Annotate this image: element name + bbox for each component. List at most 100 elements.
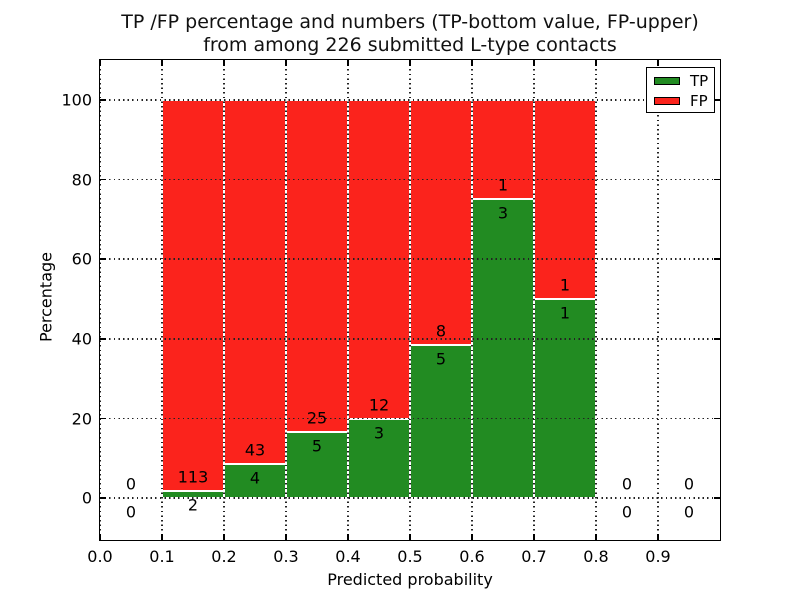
chart-title: TP /FP percentage and numbers (TP-bottom… [100,11,720,57]
legend: TP FP [646,67,715,113]
fp-count-label: 43 [244,440,266,460]
x-tick-label: 0.4 [335,547,361,566]
tp-count-label: 4 [249,468,261,488]
x-tick-label: 0.8 [583,547,609,566]
x-tick-mark-top [471,60,473,66]
y-tick-mark-right [714,258,720,260]
y-tick-mark-right [714,417,720,420]
gridline-horizontal [100,417,720,420]
bar-tp [472,199,534,499]
tp-count-label: 0 [621,502,633,522]
chart-title-line1: TP /FP percentage and numbers (TP-bottom… [121,11,699,33]
legend-swatch-fp [654,97,680,105]
legend-item-tp: TP [654,71,714,91]
tp-count-label: 0 [683,502,695,522]
y-tick-label: 100 [61,90,92,110]
chart-title-line2: from among 226 submitted L-type contacts [203,34,617,56]
tp-count-label: 5 [311,436,323,456]
x-tick-mark [99,534,101,540]
x-tick-mark [347,534,349,540]
gridline-horizontal [100,338,720,340]
gridline-horizontal [100,99,720,101]
tp-count-label: 2 [187,495,199,515]
y-tick-mark [100,338,106,340]
gridline-horizontal [100,178,720,181]
legend-label-fp: FP [690,92,708,110]
gridline-vertical [471,60,473,540]
tp-count-label: 5 [435,349,447,369]
y-tick-mark-right [714,497,720,499]
fp-count-label: 0 [621,474,633,494]
x-tick-label: 0.7 [521,547,547,566]
y-tick-mark [100,99,106,101]
fp-count-label: 113 [177,467,209,487]
legend-swatch-tp [654,77,680,85]
y-tick-mark-right [714,178,720,181]
x-axis-label: Predicted probability [327,570,493,589]
x-tick-mark-top [595,60,597,66]
gridline-vertical [657,60,659,540]
y-tick-label: 40 [71,329,92,349]
gridline-vertical [223,60,225,540]
gridline-vertical [533,60,535,540]
y-tick-mark [100,258,106,260]
fp-count-label: 1 [497,175,509,195]
y-tick-mark [100,417,106,420]
bar-fp [410,99,472,345]
x-tick-mark [533,534,535,540]
x-tick-mark-top [657,60,659,66]
y-tick-mark [100,497,106,499]
gridline-vertical [161,60,163,540]
x-tick-mark [223,534,225,540]
x-tick-label: 0.3 [273,547,299,566]
fp-count-label: 1 [559,275,571,295]
fp-count-label: 12 [368,395,390,414]
y-tick-mark [100,178,106,181]
bar-tp [534,299,596,499]
x-tick-label: 0.5 [397,547,423,566]
x-tick-label: 0.9 [645,547,671,566]
gridline-vertical [347,60,349,540]
x-tick-mark-top [161,60,163,66]
fp-count-label: 0 [683,474,695,494]
y-tick-label: 60 [71,249,92,269]
x-tick-mark [285,534,287,540]
legend-label-tp: TP [690,72,709,90]
gridline-vertical [595,60,597,540]
plot-area: TP FP 0.0 0.1 0.2 0.3 0.4 0.5 0.6 0.7 0.8 0.9 0 20 40… [61,59,721,566]
bar-fp [224,99,286,465]
x-tick-mark-top [285,60,287,66]
y-axis-label: Percentage [36,251,56,343]
x-tick-mark-top [223,60,225,66]
x-tick-mark [657,534,659,540]
y-tick-label: 0 [81,488,92,508]
gridline-vertical [409,60,411,540]
gridline-vertical [285,60,287,540]
x-tick-label: 0.6 [459,547,485,566]
tp-count-label: 0 [125,502,137,522]
gridline-horizontal [100,497,720,499]
tp-count-label: 1 [559,303,571,323]
x-tick-mark-top [99,60,101,66]
x-tick-label: 0.0 [87,547,113,566]
x-tick-mark [161,534,163,540]
x-tick-label: 0.2 [211,547,237,566]
x-tick-mark [409,534,411,540]
x-tick-mark [471,534,473,540]
bar-tp [224,464,286,499]
fp-count-label: 0 [125,474,137,494]
y-tick-label: 80 [71,170,92,189]
bar-tp [348,418,410,499]
y-tick-mark-right [714,99,720,101]
x-tick-mark-top [347,60,349,66]
legend-item-fp: FP [654,91,714,111]
tp-count-label: 3 [497,203,509,223]
tp-count-label: 3 [373,423,385,442]
x-tick-mark-top [409,60,411,66]
x-tick-mark-top [533,60,535,66]
bar-fp [162,99,224,492]
y-tick-mark-right [714,338,720,340]
bar-fp [534,99,596,299]
fp-count-label: 25 [306,408,328,428]
